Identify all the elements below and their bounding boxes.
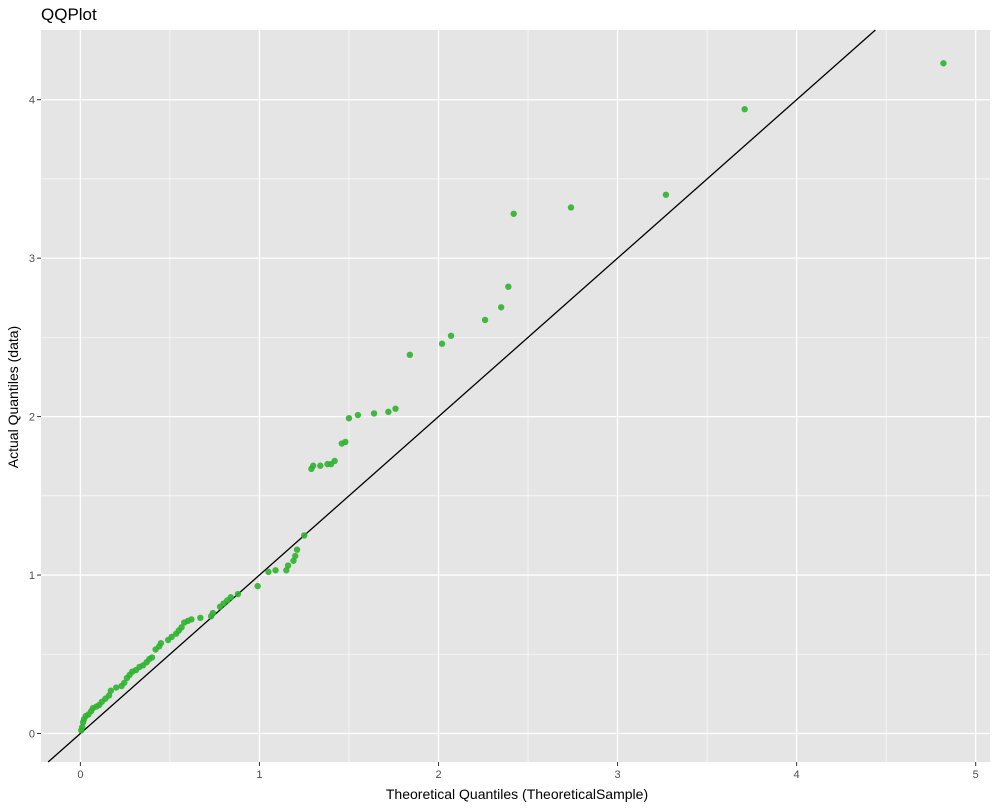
data-point xyxy=(438,340,446,347)
data-point xyxy=(272,567,279,574)
data-point xyxy=(406,351,414,359)
data-point xyxy=(301,532,308,539)
data-point xyxy=(331,457,338,465)
data-point xyxy=(741,106,748,113)
data-point xyxy=(497,304,505,311)
chart-title: QQPlot xyxy=(41,5,97,24)
data-point xyxy=(284,562,292,569)
data-point xyxy=(510,210,517,217)
data-point xyxy=(342,438,349,446)
data-point xyxy=(188,616,195,623)
major-gridlines xyxy=(41,30,990,762)
data-point xyxy=(940,60,947,67)
y-tick-label: 3 xyxy=(29,253,35,265)
y-tick-label: 4 xyxy=(29,95,35,107)
reference-line xyxy=(47,29,876,763)
plot-panel xyxy=(41,30,990,762)
data-point xyxy=(107,687,115,694)
x-tick-label: 1 xyxy=(256,769,262,781)
data-point xyxy=(265,568,272,576)
y-axis-ticks: 0 1 2 3 4 xyxy=(29,95,41,740)
data-point xyxy=(178,624,185,631)
data-point xyxy=(197,614,204,622)
data-point xyxy=(505,283,512,290)
data-points xyxy=(78,60,947,734)
x-axis-ticks: 0 1 2 3 4 5 xyxy=(77,762,979,781)
data-point xyxy=(345,414,353,422)
data-point xyxy=(370,410,378,417)
data-point xyxy=(385,408,392,416)
y-axis-title: Actual Quantiles (data) xyxy=(5,326,21,468)
x-tick-label: 4 xyxy=(794,769,800,781)
data-point xyxy=(168,633,175,641)
data-point xyxy=(354,411,362,419)
data-point xyxy=(209,609,217,617)
data-point xyxy=(662,191,670,198)
x-axis-title: Theoretical Quantiles (TheoreticalSample… xyxy=(386,786,648,802)
y-tick-label: 2 xyxy=(29,412,35,424)
data-point xyxy=(148,654,156,661)
data-point xyxy=(254,582,261,590)
x-tick-label: 5 xyxy=(973,769,979,781)
data-point xyxy=(157,639,165,647)
data-point xyxy=(567,204,575,211)
data-point xyxy=(481,316,489,324)
data-point xyxy=(309,462,317,469)
data-point xyxy=(317,462,324,469)
data-point xyxy=(234,590,242,598)
y-tick-label: 1 xyxy=(29,570,35,582)
data-point xyxy=(293,546,301,553)
data-point xyxy=(392,405,399,412)
minor-gridlines xyxy=(41,30,990,762)
data-point xyxy=(121,679,128,686)
x-tick-label: 3 xyxy=(614,769,620,781)
x-tick-label: 2 xyxy=(435,769,441,781)
data-point xyxy=(113,684,120,691)
data-point xyxy=(78,723,86,731)
data-point xyxy=(447,332,455,339)
y-tick-label: 0 xyxy=(29,728,35,740)
data-point xyxy=(292,552,299,560)
data-point xyxy=(227,594,234,601)
x-tick-label: 0 xyxy=(77,769,83,781)
